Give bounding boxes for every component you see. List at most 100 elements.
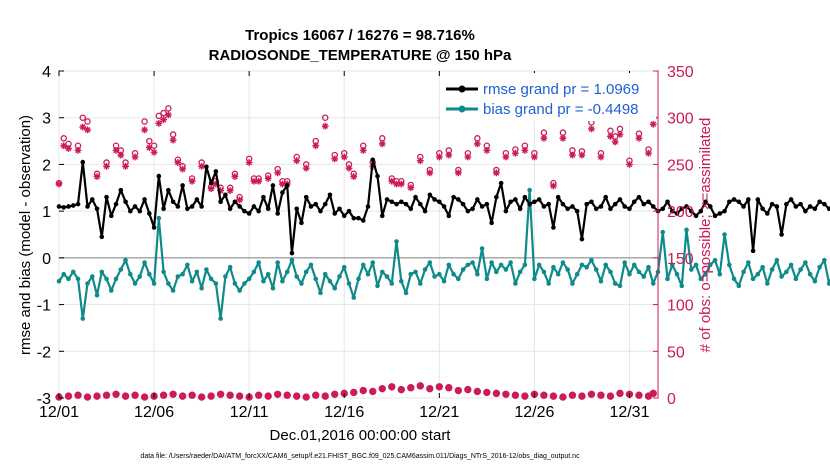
series-point xyxy=(760,264,765,270)
y-axis-ticks: 4 3 2 1 0 -1 -2 -3 xyxy=(37,64,64,408)
series-point xyxy=(327,278,333,284)
obs-bottom-marker xyxy=(502,390,510,398)
series-point xyxy=(246,211,252,216)
asterisk-stroke xyxy=(360,147,367,154)
series-point xyxy=(822,257,827,263)
obs-assimilated-marker xyxy=(79,123,87,131)
series-point xyxy=(204,164,209,170)
obs-bottom-marker xyxy=(445,384,453,392)
series-point xyxy=(679,206,685,212)
obs-assimilated-marker xyxy=(426,169,434,177)
x-tick-label: 12/26 xyxy=(514,404,554,421)
series-point xyxy=(199,285,204,291)
obs-bottom-marker xyxy=(64,392,73,400)
obs-assimilated-marker xyxy=(530,153,538,161)
bias-series xyxy=(56,187,830,321)
series-point xyxy=(346,281,352,286)
obs-assimilated-marker xyxy=(611,138,619,146)
series-point xyxy=(560,260,566,265)
obs-bottom-marker xyxy=(169,390,177,398)
obs-bottom-marker xyxy=(649,389,657,398)
series-point xyxy=(256,208,261,214)
series-point xyxy=(432,274,437,279)
series-point xyxy=(727,199,732,205)
obs-count-markers xyxy=(55,105,657,401)
y-axis-label: rmse and bias (model - observation) xyxy=(17,115,34,355)
series-point xyxy=(489,220,494,226)
asterisk-stroke xyxy=(179,166,186,172)
obs-assimilated-marker xyxy=(150,148,158,156)
asterisk-stroke xyxy=(274,169,281,176)
series-point xyxy=(731,276,737,282)
series-point xyxy=(784,201,789,207)
series-point xyxy=(70,203,76,208)
series-point xyxy=(641,201,647,207)
asterisk-stroke xyxy=(612,139,619,145)
asterisk-stroke xyxy=(407,184,414,191)
series-point xyxy=(360,262,366,268)
asterisk-stroke xyxy=(331,155,338,162)
series-point xyxy=(560,201,566,207)
series-point xyxy=(541,204,547,209)
series-point xyxy=(693,213,699,219)
obs-bottom-marker xyxy=(473,387,482,396)
series-point xyxy=(275,260,280,265)
series-point xyxy=(85,204,90,209)
series-point xyxy=(441,204,447,209)
asterisk-stroke xyxy=(379,140,386,147)
series-point xyxy=(118,187,124,193)
series-point xyxy=(242,208,247,214)
series-point xyxy=(741,204,746,209)
series-point xyxy=(123,199,128,205)
obs-bottom-marker xyxy=(112,390,120,398)
y2-tick-label: 350 xyxy=(667,64,694,81)
series-point xyxy=(370,260,376,265)
series-point xyxy=(303,194,309,200)
series-point xyxy=(503,208,509,214)
series-point xyxy=(817,199,822,205)
series-point xyxy=(612,201,618,207)
series-point xyxy=(261,194,266,200)
obs-possible-marker xyxy=(84,118,91,125)
series-point xyxy=(189,204,195,209)
series-point xyxy=(484,201,490,207)
series-point xyxy=(284,269,290,275)
series-point xyxy=(303,269,309,275)
series-point xyxy=(636,269,642,275)
asterisk-stroke xyxy=(341,154,348,160)
series-point xyxy=(822,201,827,207)
y2-tick-label: 0 xyxy=(667,391,676,408)
asterisk-stroke xyxy=(227,187,234,194)
series-point xyxy=(223,192,228,198)
series-point xyxy=(669,262,675,268)
asterisk-stroke xyxy=(636,135,642,142)
series-point xyxy=(536,197,542,202)
asterisk-stroke xyxy=(455,169,462,176)
obs-assimilated-marker xyxy=(231,173,239,180)
series-point xyxy=(803,260,808,265)
obs-bottom-marker xyxy=(559,393,567,401)
obs-bottom-marker xyxy=(549,392,558,400)
series-point xyxy=(707,204,713,209)
series-point xyxy=(379,269,385,275)
obs-bottom-marker xyxy=(521,392,529,400)
obs-bottom-marker xyxy=(188,391,196,399)
asterisk-stroke xyxy=(255,178,262,185)
asterisk-stroke xyxy=(79,124,86,130)
series-point xyxy=(299,220,304,226)
series-point xyxy=(446,262,452,268)
series-point xyxy=(812,278,818,284)
series-point xyxy=(684,227,689,233)
obs-assimilated-marker xyxy=(616,131,624,138)
series-point xyxy=(750,248,756,254)
series-point xyxy=(522,194,528,200)
series-point xyxy=(598,204,604,209)
series-point xyxy=(665,276,670,282)
obs-assimilated-marker xyxy=(521,147,529,154)
asterisk-stroke xyxy=(598,154,604,160)
series-point xyxy=(318,208,323,214)
series-point xyxy=(147,211,152,216)
legend-rmse-label: rmse grand pr = 1.0969 xyxy=(483,81,639,98)
obs-possible-marker xyxy=(146,137,153,145)
